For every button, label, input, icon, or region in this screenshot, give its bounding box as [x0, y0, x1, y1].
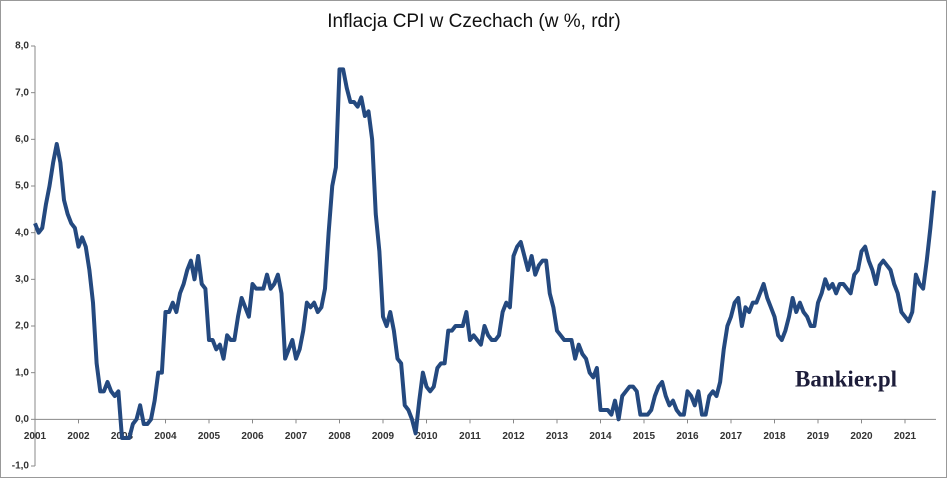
x-tick-label: 2006	[241, 431, 264, 442]
x-tick-label: 2021	[894, 431, 917, 442]
x-tick-label: 2009	[372, 431, 395, 442]
x-tick-label: 2015	[633, 431, 656, 442]
x-tick-label: 2012	[502, 431, 525, 442]
x-tick-label: 2011	[459, 431, 481, 442]
x-tick-label: 2018	[763, 431, 786, 442]
y-tick-label: 0,0	[15, 414, 29, 425]
y-tick-label: 8,0	[15, 41, 29, 52]
y-tick-label: 3,0	[15, 274, 29, 285]
y-tick-label: -1,0	[12, 461, 30, 472]
x-tick-label: 2013	[546, 431, 569, 442]
x-tick-label: 2010	[415, 431, 438, 442]
y-tick-label: 5,0	[15, 181, 29, 192]
x-tick-label: 2016	[676, 431, 699, 442]
y-tick-label: 4,0	[15, 227, 29, 238]
y-tick-label: 6,0	[15, 134, 29, 145]
cpi-line	[33, 67, 936, 440]
chart-title: Inflacja CPI w Czechach (w %, rdr)	[327, 11, 621, 32]
brand-logo: Bankier.pl	[795, 366, 897, 391]
x-tick-label: 2017	[720, 431, 743, 442]
x-tick-label: 2002	[67, 431, 90, 442]
x-tick-label: 2004	[154, 431, 177, 442]
x-tick-label: 2005	[198, 431, 221, 442]
y-tick-label: 7,0	[15, 87, 29, 98]
x-tick-label: 2008	[328, 431, 351, 442]
x-tick-label: 2001	[24, 431, 47, 442]
x-tick-label: 2020	[850, 431, 873, 442]
y-tick-label: 2,0	[15, 321, 29, 332]
x-tick-label: 2007	[285, 431, 308, 442]
x-tick-label: 2014	[589, 431, 612, 442]
y-tick-label: 1,0	[15, 367, 29, 378]
x-tick-label: 2019	[807, 431, 830, 442]
